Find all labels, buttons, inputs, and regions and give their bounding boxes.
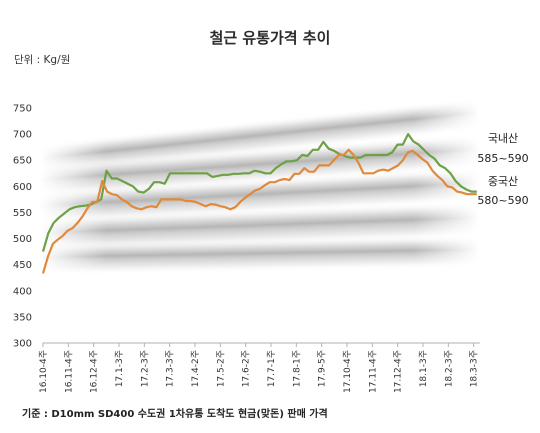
y-tick-label: 550 [13, 208, 32, 219]
unit-label: 단위 : Kg/원 [14, 53, 70, 66]
y-tick-label: 300 [13, 339, 32, 350]
legend-chinese: 중국산 580~590 [477, 175, 528, 207]
x-tick-label: 16.12-4주 [89, 350, 100, 393]
x-tick-label: 17.11-4주 [367, 350, 378, 393]
x-tick-label: 17.1-3주 [114, 350, 125, 387]
y-tick-label: 450 [13, 260, 32, 271]
chart-title: 철근 유통가격 추이 [210, 29, 331, 47]
x-tick-label: 18.3-3주 [469, 350, 480, 387]
y-tick-label: 350 [13, 312, 32, 323]
series-label-domestic: 국내산 [488, 132, 518, 145]
x-tick-label: 18.1-3주 [418, 350, 429, 387]
x-axis: 16.10-4주 16.11-4주 16.12-4주 17.1-3주 17.2-3주 17… [38, 342, 480, 393]
x-tick-label: 17.6-2주 [241, 350, 252, 387]
y-tick-label: 750 [13, 104, 32, 115]
x-tick-label: 17.5-2주 [215, 350, 226, 387]
legend-domestic: 국내산 585~590 [477, 132, 528, 165]
x-tick-label: 17.9-5주 [317, 350, 328, 387]
x-tick-label: 16.11-4주 [63, 350, 74, 393]
series-range-chinese: 580~590 [477, 194, 528, 207]
y-tick-label: 650 [13, 156, 32, 167]
x-tick-label: 17.10-4주 [342, 350, 353, 393]
series-label-chinese: 중국산 [488, 175, 518, 188]
x-tick-label: 17.7-1주 [266, 350, 277, 387]
y-tick-label: 500 [13, 234, 32, 245]
x-tick-label: 17.12-4주 [393, 350, 404, 393]
x-tick-label: 17.4-2주 [190, 350, 201, 387]
rebar-background-image [39, 97, 481, 276]
x-tick-label: 17.2-3주 [139, 350, 150, 387]
footnote: 기준 : D10mm SD400 수도권 1차유통 도착도 현금(맞돈) 판매 … [22, 407, 328, 420]
series-line-chinese [41, 148, 477, 274]
x-tick-label: 18.2-3주 [443, 350, 454, 387]
y-tick-label: 700 [13, 130, 32, 141]
x-tick-label: 17.3-3주 [165, 350, 176, 387]
x-tick-label: 16.10-4주 [38, 350, 49, 393]
y-tick-label: 400 [13, 286, 32, 297]
series-line-domestic [41, 133, 477, 252]
y-axis: 300 350 400 450 500 550 600 650 700 750 [13, 104, 32, 350]
series-lines [41, 133, 477, 274]
x-tick-label: 17.8-1주 [291, 350, 302, 387]
series-range-domestic: 585~590 [477, 152, 528, 165]
y-tick-label: 600 [13, 182, 32, 193]
